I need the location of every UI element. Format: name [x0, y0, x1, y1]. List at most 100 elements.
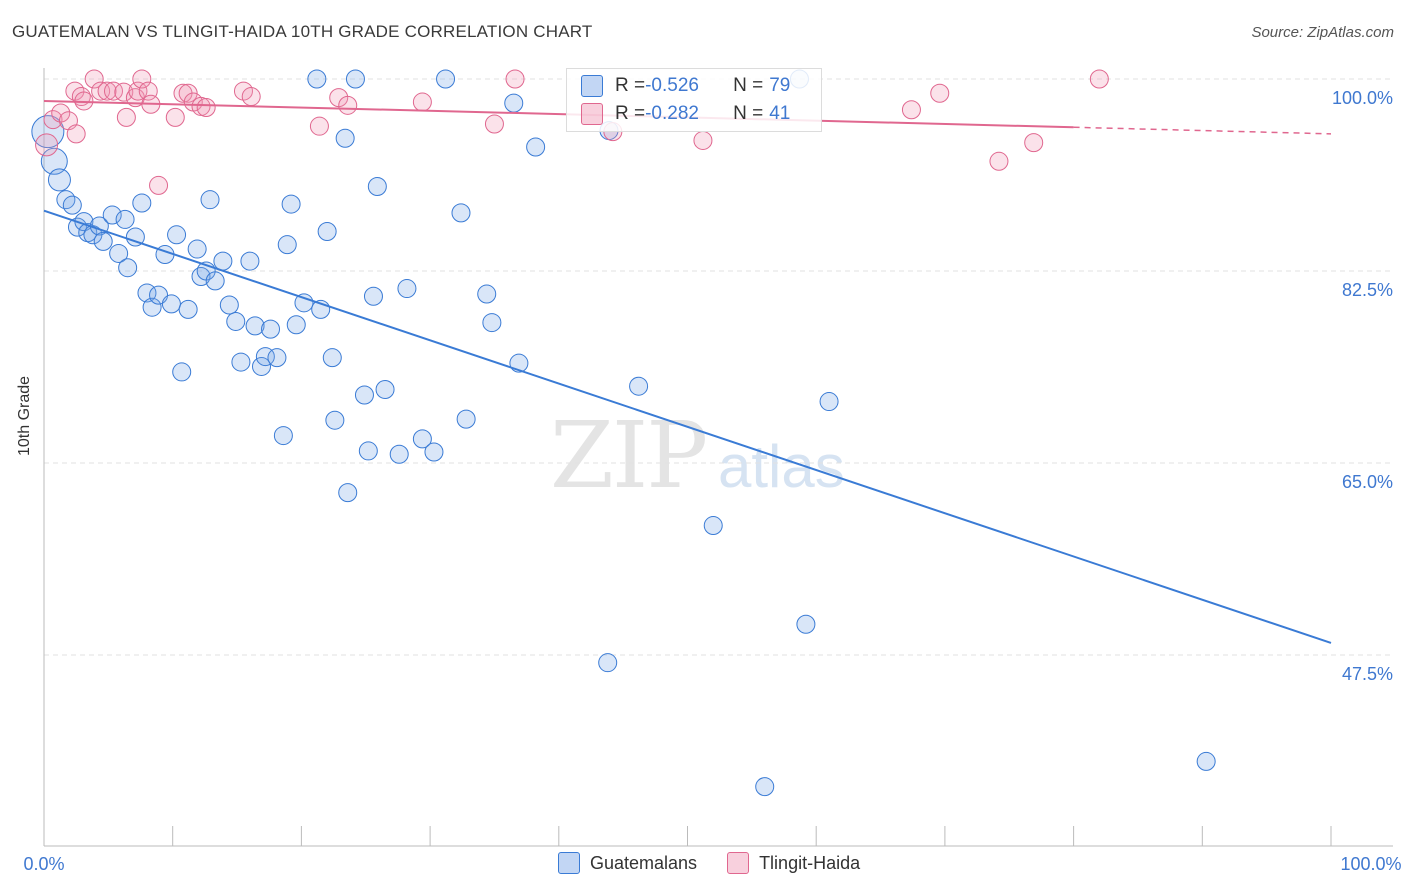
guatemalans-point: [325, 410, 345, 430]
tlingit-haida-point: [505, 69, 525, 89]
guatemalans-point: [424, 442, 444, 462]
tlingit-haida-point: [1024, 133, 1044, 153]
guatemalans-point: [62, 195, 82, 215]
guatemalans-point: [367, 177, 387, 197]
tlingit-haida-point: [196, 98, 216, 118]
series-legend: Guatemalans Tlingit-Haida: [558, 852, 890, 874]
guatemalans-point: [397, 279, 417, 299]
guatemalans-point: [213, 251, 233, 271]
watermark-zip: ZIP: [550, 402, 708, 509]
tlingit-haida-point: [132, 69, 152, 89]
guatemalans-point: [40, 147, 68, 175]
guatemalans-points: [31, 69, 1216, 797]
tlingit-haida-point: [149, 175, 169, 195]
axes: [43, 68, 1393, 847]
y-tick-label: 82.5%: [1342, 280, 1393, 300]
guatemalans-point: [187, 239, 207, 259]
tlingit-haida-point: [43, 110, 63, 130]
tlingit-haida-point: [338, 95, 358, 115]
guatemalans-point: [317, 222, 337, 242]
tick-labels: 100.0% 82.5% 65.0% 47.5% 0.0% 100.0%: [23, 88, 1401, 874]
guatemalans-point: [93, 231, 113, 251]
guatemalans-point: [267, 348, 287, 368]
legend-item-tlingit-haida[interactable]: Tlingit-Haida: [727, 852, 860, 874]
guatemalans-point: [358, 441, 378, 461]
guatemalans-point: [819, 392, 839, 412]
trend-lines: [43, 99, 1332, 644]
n-label: N =: [733, 75, 764, 96]
guatemalans-point: [161, 294, 181, 314]
guatemalans-point: [191, 266, 211, 286]
stats-row-guatemalans: R = -0.526 N = 79: [581, 75, 790, 97]
guatemalans-point: [504, 93, 524, 113]
guatemalans-point: [200, 190, 220, 210]
r-label: R =: [615, 103, 646, 124]
guatemalans-point: [796, 614, 816, 634]
tlingit-haida-point: [97, 81, 117, 101]
guatemalans-point: [115, 209, 135, 229]
y-tick-label: 100.0%: [1332, 88, 1393, 108]
guatemalans-point: [178, 299, 198, 319]
tlingit-haida-point: [128, 81, 148, 101]
stats-row-tlingit-haida: R = -0.282 N = 41: [581, 103, 790, 125]
guatemalans-point: [307, 69, 327, 89]
chart-title: GUATEMALAN VS TLINGIT-HAIDA 10TH GRADE C…: [12, 22, 593, 41]
n-label: N =: [733, 103, 764, 124]
tlingit-haida-point: [165, 107, 185, 127]
tlingit-haida-point: [84, 69, 104, 89]
guatemalans-point: [436, 69, 456, 89]
stats-legend: R = -0.526 N = 79 R = -0.282 N = 41: [566, 68, 822, 132]
guatemalans-point: [322, 348, 342, 368]
x-tick-label: 0.0%: [23, 854, 64, 874]
guatemalans-point: [226, 311, 246, 331]
guatemalans-point: [286, 315, 306, 335]
legend-item-guatemalans[interactable]: Guatemalans: [558, 852, 697, 874]
tlingit-haida-point: [930, 83, 950, 103]
guatemalans-point: [277, 235, 297, 255]
guatemalans-point: [354, 385, 374, 405]
guatemalans-point: [245, 316, 265, 336]
guatemalans-trend-line: [43, 209, 1332, 644]
guatemalans-point: [118, 258, 138, 278]
r-label: R =: [615, 75, 646, 96]
guatemalans-point: [629, 376, 649, 396]
n-value: 79: [769, 75, 791, 96]
guatemalans-point: [335, 128, 355, 148]
guatemalans-point: [477, 284, 497, 304]
tlingit-haida-point: [901, 100, 921, 120]
guatemalans-point: [755, 777, 775, 797]
guatemalans-point: [598, 653, 618, 673]
n-value: 41: [769, 103, 791, 124]
guatemalans-legend-swatch: [558, 852, 580, 874]
tlingit-haida-point: [989, 151, 1009, 171]
tlingit-haida-point: [241, 87, 261, 107]
legend-label-guatemalans: Guatemalans: [590, 852, 698, 873]
guatemalans-swatch: [581, 75, 603, 97]
tlingit-haida-point: [91, 81, 111, 101]
guatemalans-point: [240, 251, 260, 271]
tlingit-haida-trend-extension: [1073, 126, 1332, 135]
x-tick-label: 100.0%: [1340, 854, 1401, 874]
tlingit-haida-point: [35, 133, 59, 157]
guatemalans-point: [172, 362, 192, 382]
guatemalans-point: [137, 283, 157, 303]
guatemalans-point: [526, 137, 546, 157]
guatemalans-point: [456, 409, 476, 429]
guatemalans-point: [273, 426, 293, 446]
tlingit-haida-swatch: [581, 103, 603, 125]
tlingit-haida-legend-swatch: [727, 852, 750, 874]
guatemalans-point: [142, 297, 162, 317]
guatemalans-point: [363, 286, 383, 306]
tlingit-haida-point: [51, 103, 71, 123]
legend-label-tlingit-haida: Tlingit-Haida: [759, 852, 861, 873]
guatemalans-point: [109, 243, 129, 263]
tlingit-haida-point: [114, 82, 134, 102]
guatemalans-point: [482, 313, 502, 333]
tlingit-haida-point: [116, 107, 136, 127]
guatemalans-point: [389, 444, 409, 464]
tlingit-haida-point: [309, 116, 329, 136]
tlingit-haida-point: [1089, 69, 1109, 89]
guatemalans-point: [1196, 751, 1216, 771]
guatemalans-point: [102, 205, 122, 225]
